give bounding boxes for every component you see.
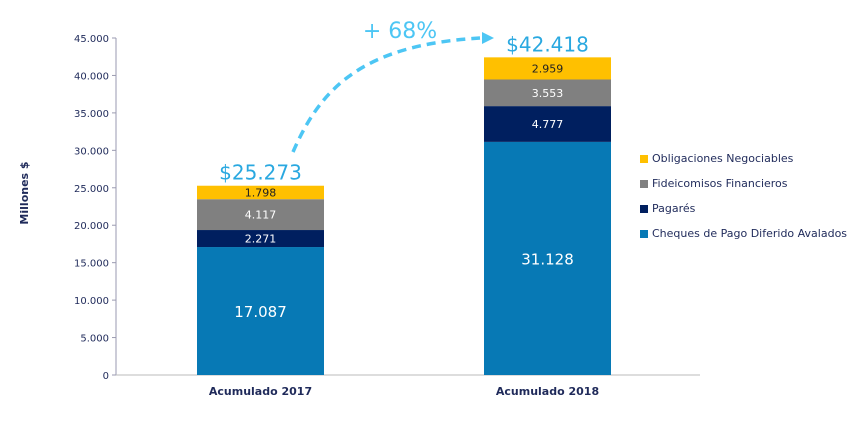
data-label: 4.777: [532, 118, 564, 131]
legend-item: Obligaciones Negociables: [640, 146, 847, 171]
arrow-head-icon: [482, 32, 494, 44]
data-label: 17.087: [234, 303, 287, 321]
bar-segment: [484, 106, 611, 142]
growth-annotation: + 68%: [363, 19, 437, 44]
bar-segment: [197, 230, 324, 248]
data-label: 1.798: [245, 186, 277, 199]
y-tick-label: 0: [103, 371, 109, 382]
legend-label: Pagarés: [652, 202, 696, 215]
y-tick-label: 35.000: [74, 109, 109, 120]
legend-swatch: [640, 229, 648, 238]
y-tick-label: 20.000: [74, 221, 109, 232]
y-axis-label: Millones $: [18, 161, 31, 224]
legend-item: Fideicomisos Financieros: [640, 171, 847, 196]
y-tick-label: 25.000: [74, 184, 109, 195]
legend-label: Obligaciones Negociables: [652, 152, 794, 165]
total-label: $25.273: [219, 161, 302, 185]
x-tick-label: Acumulado 2018: [496, 385, 599, 398]
data-label: 3.553: [532, 87, 564, 100]
y-tick-label: 45.000: [74, 34, 109, 45]
legend-label: Cheques de Pago Diferido Avalados: [652, 227, 848, 240]
bar-segment: [484, 57, 611, 80]
data-label: 4.117: [245, 209, 277, 222]
bar-segment: [197, 185, 324, 200]
bar-segment: [197, 199, 324, 231]
growth-arrow: [291, 36, 481, 153]
bar-segment: [197, 247, 324, 375]
legend-swatch: [640, 154, 648, 163]
legend-item: Pagarés: [640, 196, 847, 221]
legend-label: Fideicomisos Financieros: [652, 177, 788, 190]
total-label: $42.418: [506, 32, 589, 56]
bar-segment: [484, 79, 611, 107]
legend-swatch: [640, 179, 648, 188]
data-label: 2.959: [532, 62, 564, 75]
x-tick-label: Acumulado 2017: [209, 385, 312, 398]
bar-segment: [484, 141, 611, 375]
y-tick-label: 10.000: [74, 296, 109, 307]
y-tick-label: 30.000: [74, 146, 109, 157]
y-tick-label: 5.000: [80, 334, 109, 345]
legend-item: Cheques de Pago Diferido Avalados: [640, 221, 847, 246]
legend-swatch: [640, 204, 648, 213]
legend: Obligaciones Negociables Fideicomisos Fin…: [640, 146, 847, 246]
data-label: 31.128: [521, 250, 574, 268]
y-tick-label: 15.000: [74, 259, 109, 270]
data-label: 2.271: [245, 233, 277, 246]
y-tick-label: 40.000: [74, 71, 109, 82]
